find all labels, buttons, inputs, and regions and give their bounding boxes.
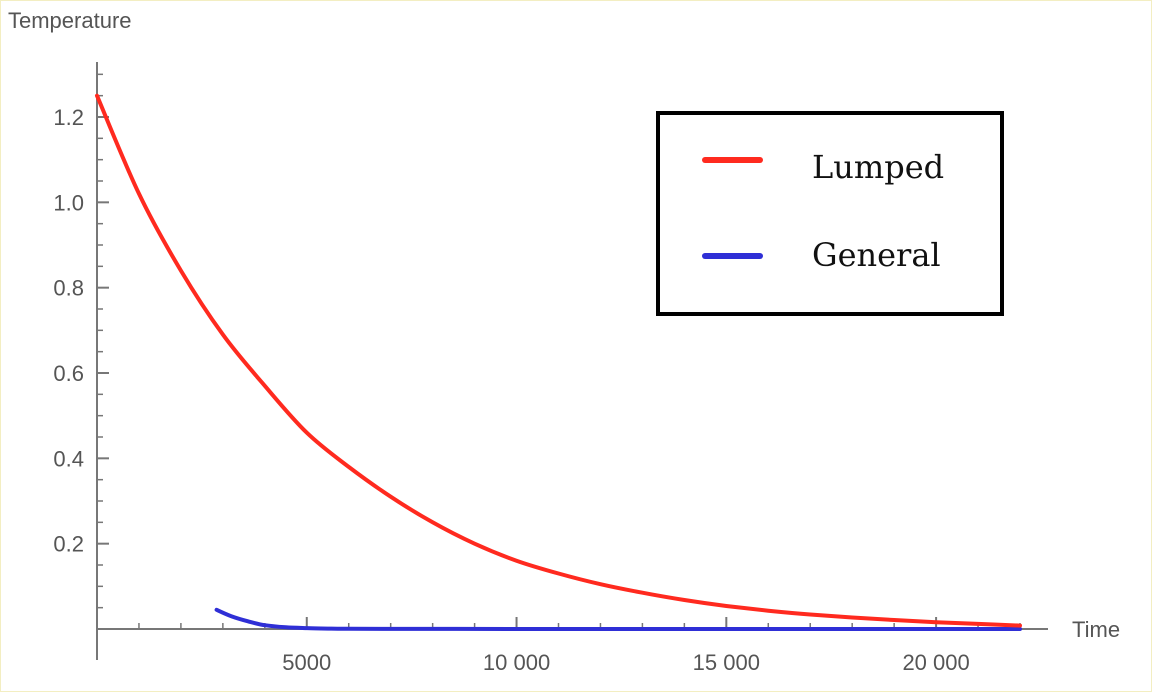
y-tick-label: 1.0 (53, 190, 84, 215)
legend: Lumped General (656, 111, 1004, 316)
y-tick-label: 0.8 (53, 276, 84, 301)
y-tick-label: 0.6 (53, 361, 84, 386)
y-tick-label: 0.2 (53, 532, 84, 557)
y-axis-title: Temperature (8, 8, 132, 33)
y-tick-label: 0.4 (53, 446, 84, 471)
series-layer (95, 93, 1022, 632)
x-tick-label: 15 000 (693, 650, 760, 675)
x-axis-title: Time (1072, 617, 1120, 642)
legend-box (656, 111, 1004, 316)
x-tick-label: 10 000 (483, 650, 550, 675)
series-line-general (214, 607, 1022, 632)
x-tick-label: 20 000 (902, 650, 969, 675)
x-tick-label: 5000 (282, 650, 331, 675)
y-tick-label: 1.2 (53, 105, 84, 130)
legend-label-lumped: Lumped (812, 148, 944, 186)
legend-label-general: General (812, 236, 941, 274)
series-line-lumped (95, 93, 1022, 628)
